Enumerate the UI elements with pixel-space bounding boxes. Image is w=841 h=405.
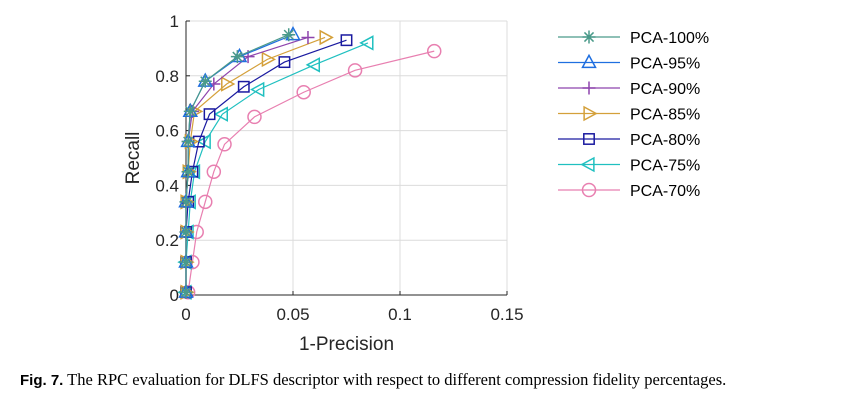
- y-tick-label: 0.4: [155, 176, 179, 195]
- data-point-pca-75: [305, 57, 321, 73]
- y-tick-label: 1: [170, 12, 179, 31]
- data-point-pca-70: [426, 43, 442, 59]
- data-point-pca-100: [181, 165, 195, 179]
- data-point-pca-90: [207, 77, 221, 91]
- data-point-pca-75: [359, 35, 374, 51]
- legend-marker-pca-70: [581, 182, 597, 198]
- y-tick-label: 0.2: [155, 231, 179, 250]
- data-point-pca-85: [319, 29, 334, 46]
- figure-caption: Fig. 7. The RPC evaluation for DLFS desc…: [20, 370, 830, 390]
- legend-label-pca-100: PCA-100%: [630, 30, 709, 47]
- y-tick-label: 0.8: [155, 67, 179, 86]
- legend-marker-pca-100: [582, 30, 596, 44]
- data-point-pca-70: [217, 137, 232, 152]
- legend-label-pca-70: PCA-70%: [630, 183, 700, 200]
- series-line-pca-100: [185, 34, 289, 293]
- data-point-pca-70: [247, 109, 262, 125]
- legend-marker-pca-75: [580, 156, 595, 173]
- legend-marker-pca-80: [583, 133, 595, 145]
- legend-label-pca-85: PCA-85%: [630, 107, 700, 124]
- data-point-pca-85: [221, 76, 236, 92]
- data-point-pca-80: [237, 80, 250, 93]
- data-point-pca-100: [282, 28, 296, 42]
- data-point-pca-100: [179, 195, 193, 209]
- legend-marker-pca-95: [581, 53, 597, 69]
- legend: PCA-100% PCA-95% PCA-90% PCA-85% PCA-80% PCA-…: [558, 30, 709, 200]
- y-tick-label: 0.6: [155, 122, 179, 141]
- y-tick-label: 0: [170, 286, 179, 305]
- legend-label-pca-80: PCA-80%: [630, 132, 700, 149]
- data-point-pca-100: [183, 104, 197, 118]
- x-axis-label: 1-Precision: [299, 334, 394, 355]
- data-point-pca-100: [230, 50, 244, 64]
- legend-label-pca-75: PCA-75%: [630, 158, 700, 175]
- legend-label-pca-95: PCA-95%: [630, 56, 700, 73]
- data-point-pca-75: [250, 81, 265, 98]
- data-point-pca-100: [179, 225, 193, 239]
- x-tick-label: 0.05: [276, 305, 309, 324]
- legend-marker-pca-90: [582, 81, 596, 95]
- plot-area: 0 0.05 0.1 0.15 0 0.2 0.4 0.6 0.8 1 1-Precision Rec…: [123, 12, 524, 355]
- series-line-pca-70: [187, 50, 435, 293]
- rpc-chart: 0 0.05 0.1 0.15 0 0.2 0.4 0.6 0.8 1 1-Precision Rec…: [123, 12, 709, 355]
- data-point-pca-85: [261, 51, 277, 68]
- legend-label-pca-90: PCA-90%: [630, 81, 700, 98]
- data-point-pca-100: [198, 74, 212, 88]
- data-point-pca-70: [347, 63, 363, 78]
- data-point-pca-75: [213, 106, 229, 122]
- data-point-pca-80: [340, 34, 353, 47]
- series-line-pca-75: [185, 42, 369, 293]
- data-point-pca-80: [203, 108, 216, 121]
- data-point-pca-70: [296, 84, 311, 100]
- data-point-pca-70: [198, 194, 213, 210]
- x-tick-label: 0.1: [388, 305, 412, 324]
- caption-figure-number: Fig. 7.: [20, 372, 64, 389]
- x-tick-label: 0.15: [490, 305, 523, 324]
- caption-text: The RPC evaluation for DLFS descriptor w…: [63, 370, 727, 389]
- y-axis-label: Recall: [123, 132, 144, 185]
- data-point-pca-90: [301, 30, 315, 44]
- data-point-pca-80: [278, 56, 291, 69]
- legend-marker-pca-85: [583, 105, 598, 122]
- data-point-pca-70: [206, 164, 222, 179]
- data-point-pca-100: [179, 255, 193, 269]
- data-point-pca-100: [179, 285, 193, 299]
- series-line-pca-95: [185, 34, 294, 293]
- x-tick-label: 0: [181, 305, 190, 324]
- data-point-pca-100: [181, 135, 195, 149]
